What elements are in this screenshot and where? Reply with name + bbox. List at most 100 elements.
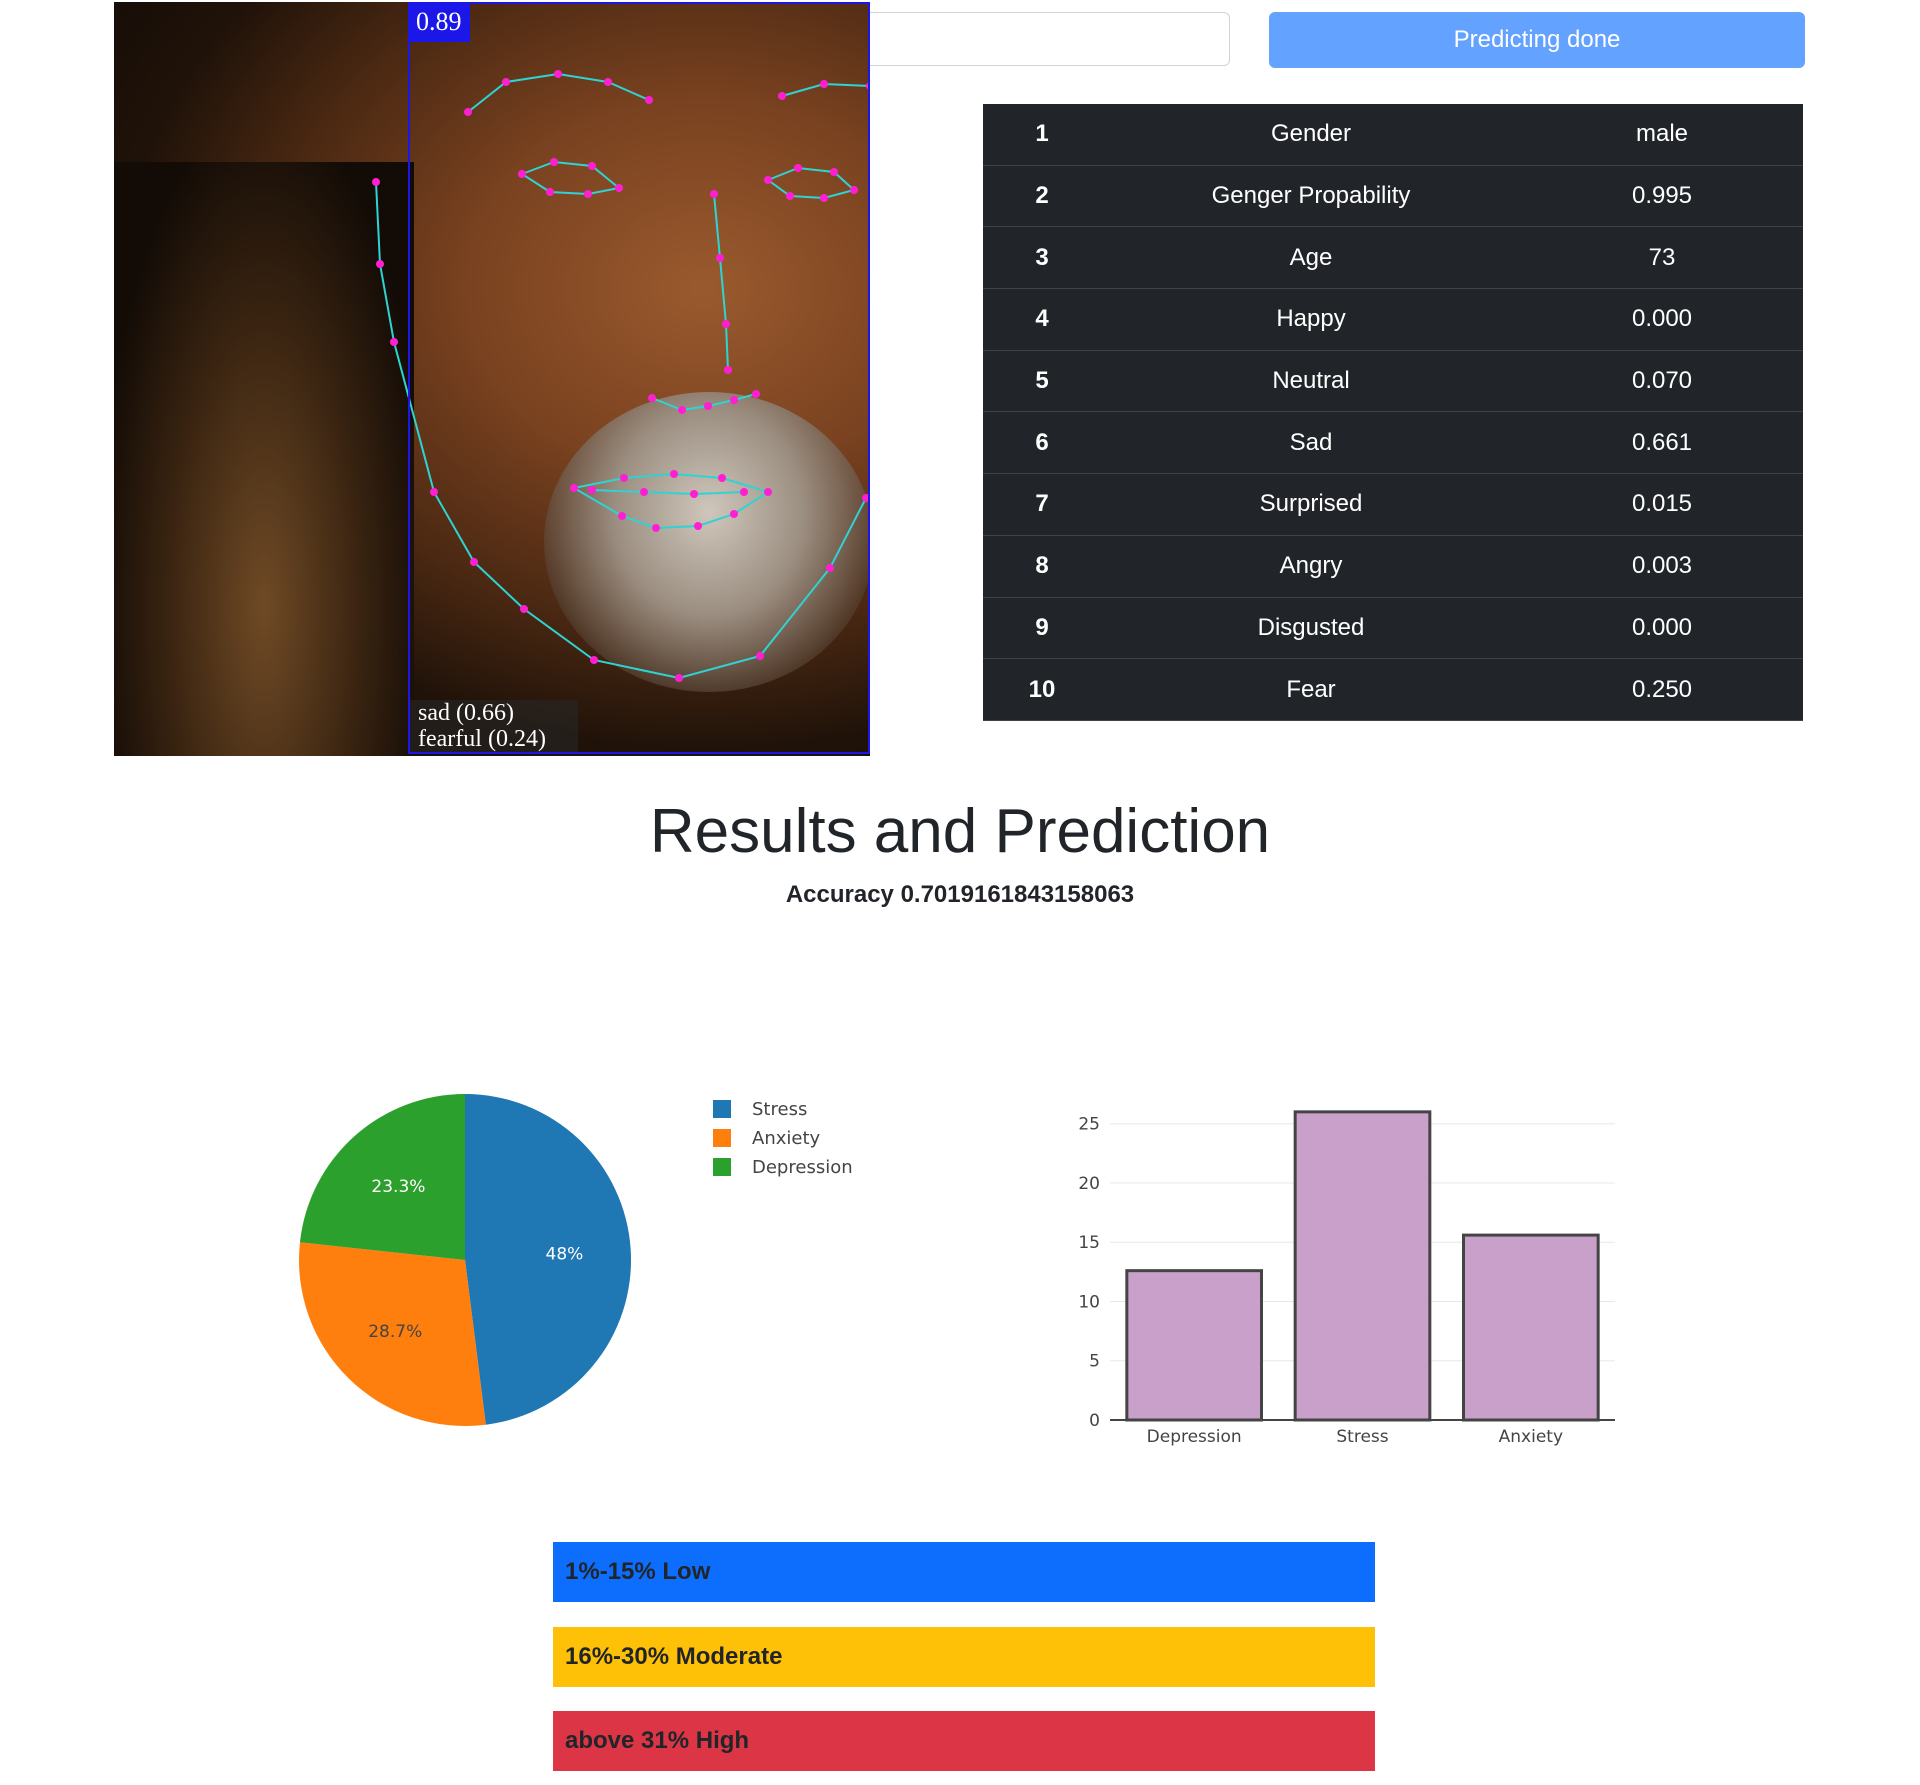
file-input[interactable]: [870, 12, 1230, 66]
y-tick-label: 15: [1078, 1233, 1100, 1253]
landmark-point: [570, 484, 578, 492]
landmark-point: [730, 396, 738, 404]
y-tick-label: 10: [1078, 1292, 1100, 1312]
landmark-point: [588, 162, 596, 170]
landmark-point: [752, 390, 760, 398]
landmark-point: [694, 522, 702, 530]
landmark-point: [826, 564, 834, 572]
table-row: 7 Surprised 0.015: [983, 473, 1803, 536]
row-index: 3: [983, 226, 1101, 290]
landmark-point: [470, 558, 478, 566]
row-label: Angry: [1101, 535, 1521, 598]
landmark-point: [710, 190, 718, 198]
severity-band-high: above 31% High: [553, 1711, 1375, 1771]
pie-data-label: 28.7%: [368, 1322, 422, 1342]
y-tick-label: 25: [1078, 1115, 1100, 1135]
table-row: 10 Fear 0.250: [983, 658, 1803, 721]
legend-swatch: [713, 1100, 731, 1118]
row-value: 0.250: [1521, 658, 1803, 721]
table-row: 4 Happy 0.000: [983, 288, 1803, 351]
landmark-point: [430, 488, 438, 496]
legend-label: Depression: [752, 1157, 853, 1178]
landmark-point: [704, 402, 712, 410]
landmark-point: [518, 170, 526, 178]
legend-swatch: [713, 1129, 731, 1147]
landmark-point: [764, 488, 772, 496]
row-index: 5: [983, 350, 1101, 413]
row-label: Surprised: [1101, 473, 1521, 536]
pie-data-label: 48%: [546, 1245, 584, 1265]
row-value: 0.003: [1521, 535, 1803, 598]
bar-chart: 0 5 10 15 20 25 Depression Stress Anxiety: [1040, 1080, 1640, 1465]
row-label: Genger Propability: [1101, 165, 1521, 228]
legend-label: Anxiety: [752, 1128, 821, 1149]
x-tick-label: Depression: [1147, 1427, 1242, 1447]
pie-slice-stress: [465, 1094, 632, 1425]
predict-button[interactable]: Predicting done: [1269, 12, 1805, 68]
y-tick-label: 0: [1089, 1411, 1100, 1431]
landmark-point: [645, 96, 653, 104]
landmark-point: [830, 168, 838, 176]
row-value: 0.000: [1521, 288, 1803, 351]
landmark-point: [652, 524, 660, 532]
pie-chart-svg: 48% 28.7% 23.3% Stress Anxiety Depression: [299, 1094, 853, 1426]
table-row: 3 Age 73: [983, 226, 1803, 290]
pie-slice-depression: [299, 1094, 465, 1260]
results-table: 1 Gender male 2 Genger Propability 0.995 3 Age 7…: [983, 104, 1803, 721]
landmark-point: [502, 78, 510, 86]
landmark-point: [716, 254, 724, 262]
landmark-point: [618, 512, 626, 520]
landmark-point: [724, 366, 732, 374]
landmark-point: [794, 164, 802, 172]
landmark-contour: [591, 489, 745, 496]
row-label: Age: [1101, 226, 1521, 290]
pie-data-label: 23.3%: [371, 1177, 425, 1197]
row-value: 0.015: [1521, 473, 1803, 536]
face-confidence-score: 0.89: [408, 2, 470, 42]
landmark-point: [820, 80, 828, 88]
row-value: 0.995: [1521, 165, 1803, 228]
emotion-label-secondary: fearful (0.24): [410, 726, 578, 752]
landmark-point: [722, 320, 730, 328]
row-index: 4: [983, 288, 1101, 351]
severity-band-moderate: 16%-30% Moderate: [553, 1627, 1375, 1687]
table-row: 8 Angry 0.003: [983, 535, 1803, 598]
pie-slice-anxiety: [299, 1242, 486, 1426]
row-value: male: [1521, 104, 1803, 166]
landmark-point: [778, 92, 786, 100]
landmark-point: [376, 260, 384, 268]
y-tick-label: 20: [1078, 1174, 1100, 1194]
face-detection-image: [114, 2, 870, 756]
landmark-contour: [713, 193, 729, 371]
background-blur: [114, 162, 414, 756]
landmark-point: [648, 394, 656, 402]
row-value: 0.661: [1521, 411, 1803, 475]
landmark-point: [372, 178, 380, 186]
row-index: 6: [983, 411, 1101, 475]
landmark-point: [690, 490, 698, 498]
landmark-point: [820, 194, 828, 202]
landmark-point: [764, 176, 772, 184]
landmark-point: [390, 338, 398, 346]
landmark-point: [546, 188, 554, 196]
face-bounding-box: [408, 2, 870, 754]
row-index: 9: [983, 597, 1101, 660]
landmark-contour: [571, 472, 771, 530]
severity-band-low: 1%-15% Low: [553, 1542, 1375, 1602]
face-landmarks-overlay: [372, 70, 870, 682]
y-tick-label: 5: [1089, 1352, 1100, 1372]
row-label: Disgusted: [1101, 597, 1521, 660]
landmark-point: [464, 108, 472, 116]
landmark-point: [670, 470, 678, 478]
table-row: 6 Sad 0.661: [983, 411, 1803, 475]
x-tick-label: Anxiety: [1499, 1427, 1563, 1447]
bar-depression: [1125, 1269, 1264, 1422]
landmark-point: [786, 192, 794, 200]
face-beard-area: [544, 392, 870, 692]
landmark-point: [678, 406, 686, 414]
page-title: Results and Prediction: [649, 797, 1271, 866]
row-value: 0.070: [1521, 350, 1803, 413]
row-index: 2: [983, 165, 1101, 228]
accuracy-text: Accuracy 0.7019161843158063: [785, 881, 1135, 908]
landmark-point: [520, 605, 528, 613]
